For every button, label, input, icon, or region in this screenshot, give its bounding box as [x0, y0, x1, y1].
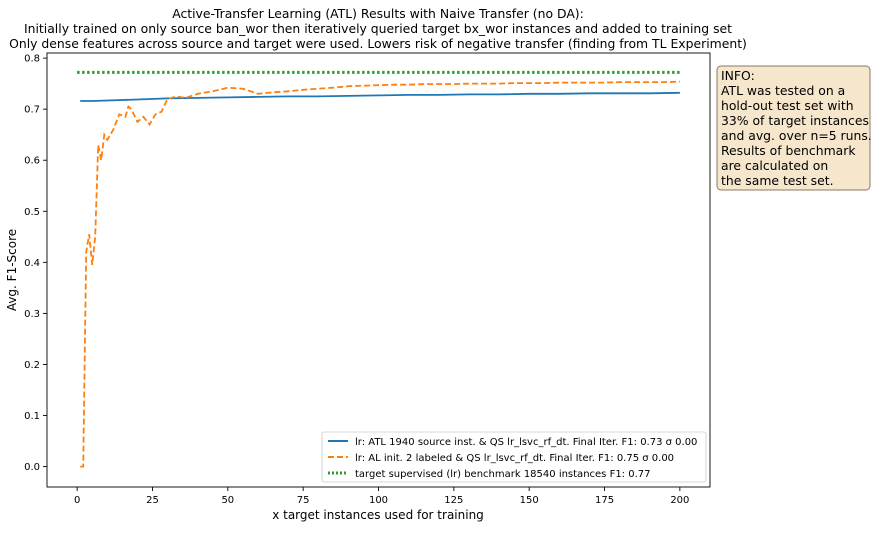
- series-atl-line: [80, 91, 680, 102]
- legend: lr: ATL 1940 source inst. & QS lr_lsvc_r…: [321, 431, 707, 483]
- series-layer: [77, 70, 680, 468]
- x-tick-label: 125: [444, 495, 463, 506]
- series-al-line: [80, 80, 680, 468]
- y-axis: 0.0 0.1 0.2 0.3 0.4 0.5 0.6 0.7 0.8: [24, 54, 47, 473]
- x-tick-label: 175: [595, 495, 614, 506]
- info-box: INFO: ATL was tested on a hold-out test …: [716, 65, 872, 191]
- x-tick-label: 200: [670, 495, 689, 506]
- y-axis-label: Avg. F1-Score: [5, 229, 19, 311]
- y-tick-label: 0.6: [24, 156, 40, 167]
- legend-label-al: lr: AL init. 2 labeled & QS lr_lsvc_rf_d…: [355, 453, 674, 464]
- info-box-background: [716, 65, 871, 191]
- y-tick-label: 0.4: [24, 258, 40, 269]
- y-tick-label: 0.3: [24, 309, 40, 320]
- y-tick-label: 0.8: [24, 54, 40, 65]
- info-line: 33% of target instances: [721, 113, 869, 128]
- legend-label-benchmark: target supervised (lr) benchmark 18540 i…: [355, 469, 651, 480]
- y-tick-label: 0.7: [24, 105, 40, 116]
- legend-label-atl: lr: ATL 1940 source inst. & QS lr_lsvc_r…: [355, 437, 697, 448]
- x-axis: 0 25 50 75 100 125 150 175 200: [74, 487, 689, 506]
- info-line: ATL was tested on a: [721, 83, 845, 98]
- x-tick-label: 0: [74, 495, 80, 506]
- y-tick-label: 0.1: [24, 411, 40, 422]
- chart-title: Active-Transfer Learning (ATL) Results w…: [9, 6, 747, 51]
- title-line-2: Initially trained on only source ban_wor…: [24, 21, 732, 36]
- x-tick-label: 150: [520, 495, 539, 506]
- x-tick-label: 100: [369, 495, 388, 506]
- x-tick-label: 75: [297, 495, 310, 506]
- y-tick-label: 0.0: [24, 462, 40, 473]
- y-tick-label: 0.5: [24, 207, 40, 218]
- info-line: and avg. over n=5 runs.: [721, 128, 872, 143]
- plot-area: [46, 52, 711, 488]
- title-line-3: Only dense features across source and ta…: [9, 36, 747, 51]
- info-line: the same test set.: [721, 173, 834, 188]
- info-line: INFO:: [721, 68, 755, 83]
- y-tick-label: 0.2: [24, 360, 40, 371]
- x-tick-label: 25: [146, 495, 159, 506]
- x-axis-label: x target instances used for training: [272, 508, 484, 522]
- info-line: Results of benchmark: [721, 143, 856, 158]
- title-line-1: Active-Transfer Learning (ATL) Results w…: [172, 6, 584, 21]
- legend-box: [321, 431, 707, 483]
- x-tick-label: 50: [221, 495, 234, 506]
- info-line: hold-out test set with: [721, 98, 854, 113]
- info-line: are calculated on: [721, 158, 828, 173]
